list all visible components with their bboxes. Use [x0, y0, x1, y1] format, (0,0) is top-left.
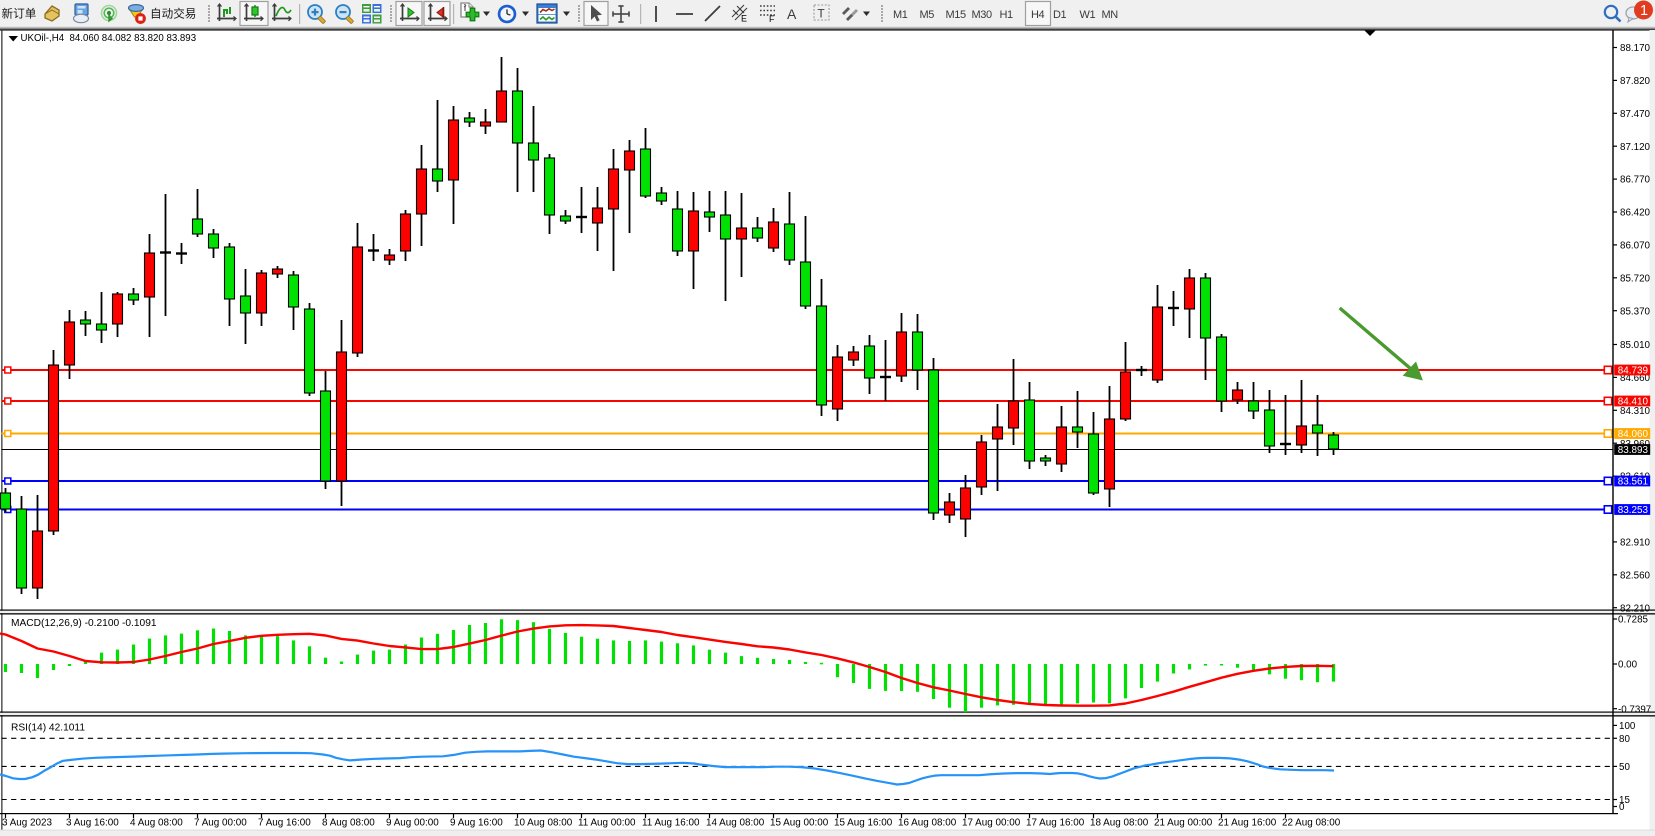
svg-text:H4: H4: [1031, 9, 1045, 21]
svg-text:50: 50: [1619, 762, 1630, 773]
svg-text:84.660: 84.660: [1620, 373, 1651, 384]
svg-text:15 Aug 16:00: 15 Aug 16:00: [834, 818, 893, 829]
svg-text:14 Aug 08:00: 14 Aug 08:00: [706, 818, 765, 829]
svg-text:M1: M1: [893, 9, 908, 21]
svg-text:21 Aug 16:00: 21 Aug 16:00: [1218, 818, 1277, 829]
svg-text:3 Aug 16:00: 3 Aug 16:00: [66, 818, 119, 829]
svg-text:85.370: 85.370: [1620, 306, 1651, 317]
svg-text:87.820: 87.820: [1620, 76, 1651, 87]
svg-text:自动交易: 自动交易: [150, 7, 196, 21]
svg-text:80: 80: [1619, 734, 1630, 745]
svg-text:D1: D1: [1053, 9, 1067, 21]
svg-text:9 Aug 00:00: 9 Aug 00:00: [386, 818, 439, 829]
svg-text:86.420: 86.420: [1620, 208, 1651, 219]
svg-text:83.893: 83.893: [1618, 445, 1649, 456]
svg-text:M30: M30: [972, 9, 992, 21]
svg-text:82.210: 82.210: [1620, 603, 1651, 614]
svg-text:M5: M5: [920, 9, 935, 21]
svg-text:MACD(12,26,9) -0.2100 -0.1091: MACD(12,26,9) -0.2100 -0.1091: [11, 618, 157, 629]
svg-text:F: F: [769, 14, 775, 24]
svg-text:17 Aug 16:00: 17 Aug 16:00: [1026, 818, 1085, 829]
svg-text:15: 15: [1619, 795, 1630, 806]
svg-text:100: 100: [1619, 721, 1636, 732]
svg-text:87.120: 87.120: [1620, 142, 1651, 153]
svg-text:4 Aug 08:00: 4 Aug 08:00: [130, 818, 183, 829]
svg-text:86.070: 86.070: [1620, 241, 1651, 252]
svg-text:82.560: 82.560: [1620, 570, 1651, 581]
svg-text:83.253: 83.253: [1618, 505, 1649, 516]
svg-text:新订单: 新订单: [2, 7, 37, 21]
svg-text:84.310: 84.310: [1620, 406, 1651, 417]
svg-text:M15: M15: [946, 9, 966, 21]
svg-text:11 Aug 00:00: 11 Aug 00:00: [578, 818, 636, 829]
svg-text:7 Aug 00:00: 7 Aug 00:00: [194, 818, 247, 829]
svg-text:86.770: 86.770: [1620, 175, 1651, 186]
svg-text:18 Aug 08:00: 18 Aug 08:00: [1090, 818, 1149, 829]
svg-text:MN: MN: [1102, 9, 1119, 21]
svg-text:82.910: 82.910: [1620, 538, 1651, 549]
svg-text:16 Aug 08:00: 16 Aug 08:00: [898, 818, 957, 829]
svg-text:H1: H1: [1000, 9, 1014, 21]
svg-text:83.561: 83.561: [1618, 477, 1649, 488]
svg-text:1: 1: [1640, 3, 1648, 19]
svg-text:0: 0: [1619, 802, 1625, 813]
svg-text:17 Aug 00:00: 17 Aug 00:00: [962, 818, 1021, 829]
svg-text:W1: W1: [1080, 9, 1096, 21]
svg-text:84.410: 84.410: [1618, 397, 1649, 408]
svg-text:RSI(14) 42.1011: RSI(14) 42.1011: [11, 723, 85, 734]
svg-text:8 Aug 08:00: 8 Aug 08:00: [322, 818, 375, 829]
svg-text:A: A: [787, 6, 797, 22]
svg-text:T: T: [817, 7, 825, 21]
svg-text:84.060: 84.060: [1618, 429, 1649, 440]
svg-text:10 Aug 08:00: 10 Aug 08:00: [514, 818, 573, 829]
svg-text:3 Aug 2023: 3 Aug 2023: [2, 818, 52, 829]
svg-text:E: E: [741, 14, 747, 24]
svg-text:9 Aug 16:00: 9 Aug 16:00: [450, 818, 503, 829]
svg-text:21 Aug 00:00: 21 Aug 00:00: [1154, 818, 1213, 829]
svg-text:22 Aug 08:00: 22 Aug 08:00: [1282, 818, 1341, 829]
svg-text:88.170: 88.170: [1620, 43, 1651, 54]
svg-text:UKOil-,H4 84.060 84.082 83.82: UKOil-,H4 84.060 84.082 83.820 83.893: [21, 33, 197, 44]
svg-text:84.739: 84.739: [1618, 366, 1649, 377]
svg-text:85.720: 85.720: [1620, 273, 1651, 284]
svg-text:7 Aug 16:00: 7 Aug 16:00: [258, 818, 311, 829]
svg-text:15 Aug 00:00: 15 Aug 00:00: [770, 818, 829, 829]
svg-text:11 Aug 16:00: 11 Aug 16:00: [642, 818, 700, 829]
svg-text:87.470: 87.470: [1620, 109, 1651, 120]
svg-text:0.00: 0.00: [1618, 660, 1638, 671]
svg-text:-0.7397: -0.7397: [1618, 704, 1651, 715]
svg-text:0.7285: 0.7285: [1618, 615, 1649, 626]
svg-text:85.010: 85.010: [1620, 340, 1651, 351]
